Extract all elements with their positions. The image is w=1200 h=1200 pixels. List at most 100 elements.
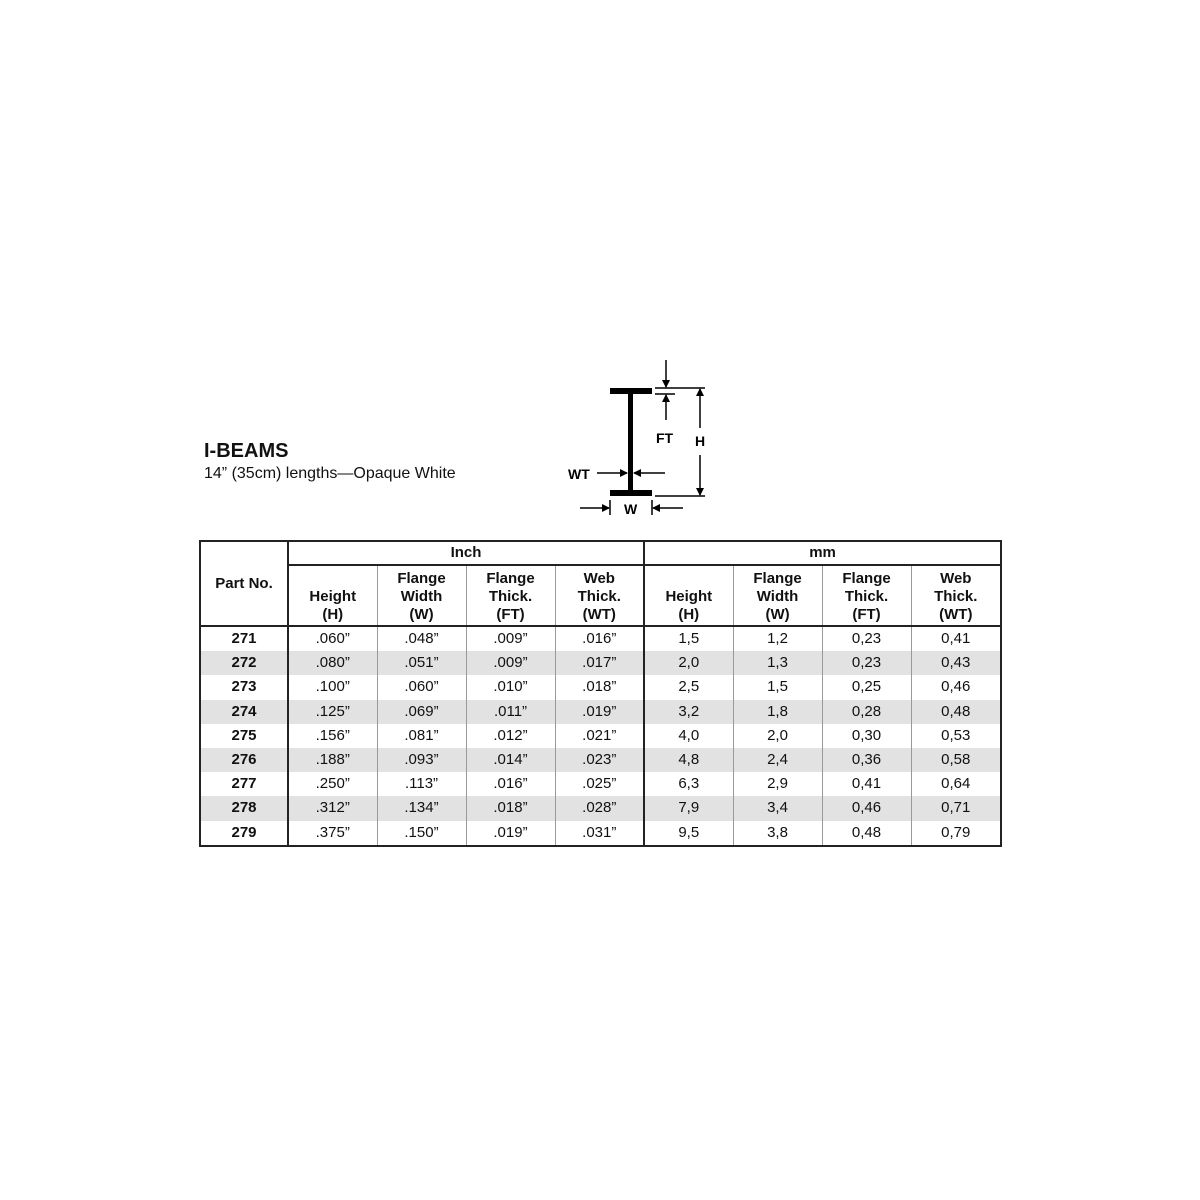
mm-height-cell: 4,8: [643, 747, 734, 773]
table-row: 274.125” .069” .011” .019” 3,2 1,8 0,28 0,48: [200, 699, 1002, 724]
part-number-cell: 279: [231, 823, 257, 841]
inch-flange-width-cell: .081”: [376, 723, 466, 748]
inch-height-cell: .375”: [287, 820, 377, 846]
mm-web-thick-cell: 0,53: [910, 723, 1002, 748]
inch-flange-width-cell: .069”: [376, 699, 466, 724]
inch-flange-thick-cell: .019”: [465, 820, 555, 846]
mm-flange-width-cell: 1,8: [732, 699, 823, 724]
table-row: 279 .375” .150” .019” .031” 9,5 3,8 0,48 0,79: [200, 820, 1002, 846]
inch-flange-thick-cell: .009”: [465, 651, 555, 676]
mm-web-thick-cell: 0,79: [910, 820, 1002, 846]
inch-height-cell: .100”: [287, 675, 377, 700]
mm-flange-thick-cell: 0,41: [821, 772, 912, 797]
mm-height-cell: 2,0: [643, 651, 734, 676]
mm-flange-thick-cell: 0,28: [821, 699, 912, 724]
mm-height-cell: 9,5: [643, 820, 734, 846]
mm-group-header: mm: [643, 541, 1002, 566]
part-number-cell: 273: [231, 678, 257, 696]
mm-height-cell: 3,2: [643, 699, 734, 724]
mm-flange-width-cell: 1,2: [732, 626, 823, 652]
mm-height-cell: 6,3: [643, 772, 734, 797]
mm-web-thick-cell: 0,71: [910, 796, 1002, 821]
inch-flange-width-cell: .113”: [376, 772, 466, 797]
inch-flange-width-cell: .060”: [376, 675, 466, 700]
inch-web-thick-cell: .028”: [554, 796, 645, 821]
part-number-cell: 277: [231, 775, 257, 793]
header-line: Thick.: [844, 588, 889, 605]
inch-height-cell: .060”: [287, 626, 377, 652]
mm-web-thick-cell: 0,41: [910, 626, 1002, 652]
inch-height-cell: .188”: [287, 747, 377, 773]
mm-flange-width-cell: 2,0: [732, 723, 823, 748]
header-line: Flange: [486, 570, 535, 587]
header-line: Thick.: [934, 588, 978, 605]
mm-web-thick-cell: 0,58: [910, 747, 1002, 773]
inch-flange-thick-cell: .014”: [465, 747, 555, 773]
inch-web-thick-header: Web Thick. (WT): [554, 565, 645, 627]
header-line: (W): [409, 606, 434, 623]
header-line: (H): [322, 606, 344, 623]
table-row: 277 .250” .113” .016” .025” 6,3 2,9 0,41 0,64: [200, 772, 1002, 797]
inch-height-header: Height (H): [287, 565, 377, 627]
mm-flange-width-cell: 1,3: [732, 651, 823, 676]
table-row: 271 .060” .048” .009” .016” 1,5 1,2 0,23 0,41: [200, 626, 1002, 652]
i-beam-diagram: FT H WT W: [568, 360, 705, 517]
inch-web-thick-cell: .016”: [554, 626, 645, 652]
inch-flange-thick-cell: .010”: [465, 675, 555, 700]
header-line: (WT): [582, 606, 616, 623]
mm-flange-thick-cell: 0,30: [821, 723, 912, 748]
inch-flange-width-cell: .150”: [376, 820, 466, 846]
inch-height-cell: .125”: [287, 699, 377, 724]
inch-flange-thick-cell: .009”: [465, 626, 555, 652]
inch-web-thick-cell: .031”: [554, 820, 645, 846]
product-title: I-BEAMS: [204, 440, 289, 462]
inch-web-thick-cell: .019”: [554, 699, 645, 724]
mm-flange-width-cell: 1,5: [732, 675, 823, 700]
mm-flange-thick-cell: 0,23: [821, 651, 912, 676]
table-row: 276.188” .093” .014” .023” 4,8 2,4 0,36 0,58: [200, 747, 1002, 773]
mm-flange-width-cell: 2,4: [732, 747, 823, 773]
inch-web-thick-cell: .018”: [554, 675, 645, 700]
inch-flange-width-cell: .048”: [376, 626, 466, 652]
inch-flange-thick-cell: .012”: [465, 723, 555, 748]
part-no-header: Part No.: [200, 541, 288, 627]
part-number-cell: 271: [231, 630, 257, 648]
header-line: Width: [400, 588, 443, 605]
header-line: Height: [309, 588, 357, 605]
table-row: 273 .100” .060” .010” .018” 2,5 1,5 0,25 0,46: [200, 675, 1002, 700]
header-line: Flange: [753, 570, 802, 587]
mm-height-cell: 4,0: [643, 723, 734, 748]
part-number-cell: 272: [200, 651, 288, 676]
mm-height-cell: 7,9: [643, 796, 734, 821]
header-line: (FT): [496, 606, 525, 623]
ft-label: FT: [656, 430, 674, 446]
part-number-cell: 274: [200, 699, 288, 724]
w-label: W: [624, 501, 638, 517]
part-number-cell: 275: [231, 726, 257, 744]
table-row: 275 .156” .081” .012” .021” 4,0 2,0 0,30 0,53: [200, 723, 1002, 748]
inch-height-cell: .080”: [287, 651, 377, 676]
table-row: 272.080” .051” .009” .017” 2,0 1,3 0,23 0,43: [200, 651, 1002, 676]
inch-height-cell: .156”: [287, 723, 377, 748]
inch-flange-thick-header: Flange Thick. (FT): [465, 565, 555, 627]
inch-flange-width-cell: .093”: [376, 747, 466, 773]
header-line: Height: [665, 588, 713, 605]
inch-web-thick-cell: .021”: [554, 723, 645, 748]
inch-height-cell: .250”: [287, 772, 377, 797]
part-number-cell: 278: [200, 796, 288, 821]
header-line: Thick.: [577, 588, 621, 605]
header-line: (WT): [939, 606, 973, 623]
header-line: (H): [678, 606, 700, 623]
mm-height-cell: 2,5: [643, 675, 734, 700]
product-subtitle: 14” (35cm) lengths—Opaque White: [204, 465, 456, 482]
i-beam-shape: [610, 388, 652, 496]
mm-height-header: Height (H): [643, 565, 734, 627]
mm-flange-thick-cell: 0,23: [821, 626, 912, 652]
h-label: H: [695, 433, 705, 449]
inch-flange-width-cell: .134”: [376, 796, 466, 821]
mm-flange-thick-cell: 0,25: [821, 675, 912, 700]
mm-web-thick-cell: 0,64: [910, 772, 1002, 797]
inch-web-thick-cell: .023”: [554, 747, 645, 773]
header-line: Web: [583, 570, 615, 587]
part-number-cell: 276: [200, 747, 288, 773]
